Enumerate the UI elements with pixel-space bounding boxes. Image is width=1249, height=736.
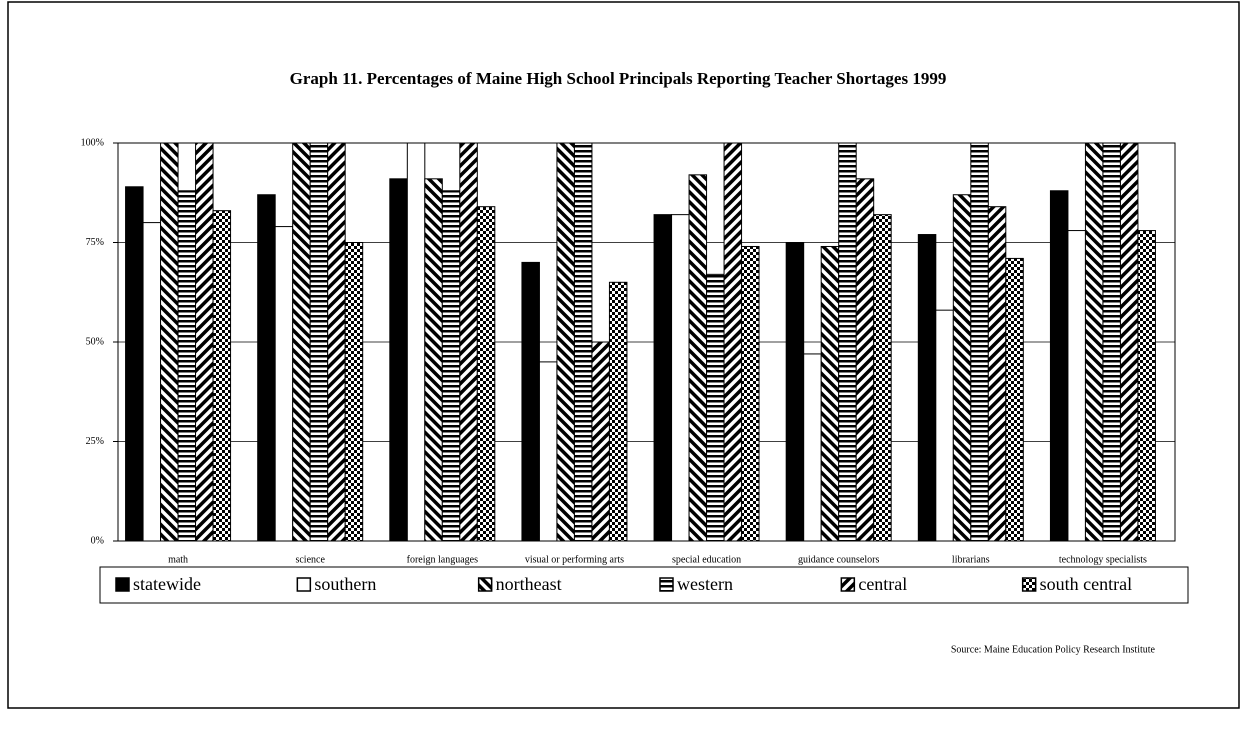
bar [838,142,857,542]
bar [873,214,892,542]
x-tick-label: technology specialists [1059,554,1147,565]
bar [257,194,276,542]
x-tick-label: guidance counselors [798,554,879,565]
bar [706,273,725,542]
source: Source: Maine Education Policy Research … [951,644,1156,655]
bar [1102,142,1121,542]
bar [459,142,478,542]
legend-swatch [1021,577,1037,592]
bar [671,214,690,542]
bar [212,210,232,542]
bar [476,206,496,542]
bar [591,341,610,542]
bar [1067,230,1086,542]
bar [1049,190,1069,542]
legend-label: central [858,574,907,594]
legend-swatch [477,577,493,592]
bar [987,206,1007,542]
y-tick-label: 25% [86,436,104,447]
bar [125,186,144,542]
bar [970,142,989,542]
y-tick-label: 100% [81,137,104,148]
chart-title: Graph 11. Percentages of Maine High Scho… [290,69,947,88]
x-tick-label: foreign languages [407,554,478,565]
legend-swatch [296,577,312,592]
bar [160,142,179,542]
x-tick-label: math [168,554,188,565]
bar [406,142,426,542]
bar [785,242,805,542]
legend-box [99,566,1189,604]
bar [344,242,364,542]
bar [327,142,346,542]
bar [917,234,937,542]
bar [803,353,822,542]
legend-label: northeast [496,574,562,594]
bar [820,245,840,542]
bar [309,142,329,542]
x-tick-label: special education [672,554,741,565]
x-tick-label: visual or performing arts [525,554,624,565]
bar [389,178,408,542]
legend-label: southern [314,574,376,594]
bar [741,245,760,542]
y-tick-label: 50% [86,336,104,347]
bar [538,361,558,542]
x-tick-label: science [295,554,325,565]
bar [521,261,540,542]
bar [1119,142,1139,542]
legend-swatch [840,577,856,592]
bar [556,142,575,542]
bar [292,142,311,542]
bar [195,142,214,542]
x-tick-label: librarians [952,554,990,565]
bar [952,194,972,542]
bar [1084,142,1104,542]
bar [424,178,443,542]
bar [441,190,461,542]
legend-label: statewide [133,574,201,594]
bar [608,281,628,542]
legend-swatch [659,577,674,592]
bar [1137,230,1156,542]
bar [723,142,743,542]
bar [855,178,875,542]
y-tick-label: 0% [91,535,104,546]
bar [1005,257,1024,542]
bar [142,222,162,542]
outer-frame [7,1,1240,709]
legend-label: south central [1040,574,1132,594]
legend-label: western [677,574,733,594]
bar [935,309,954,542]
bar [653,214,673,542]
bar [573,142,593,542]
bar [274,226,294,542]
y-tick-label: 75% [86,237,104,248]
bar [177,190,197,542]
legend-swatch [115,577,130,592]
bar [688,174,708,542]
